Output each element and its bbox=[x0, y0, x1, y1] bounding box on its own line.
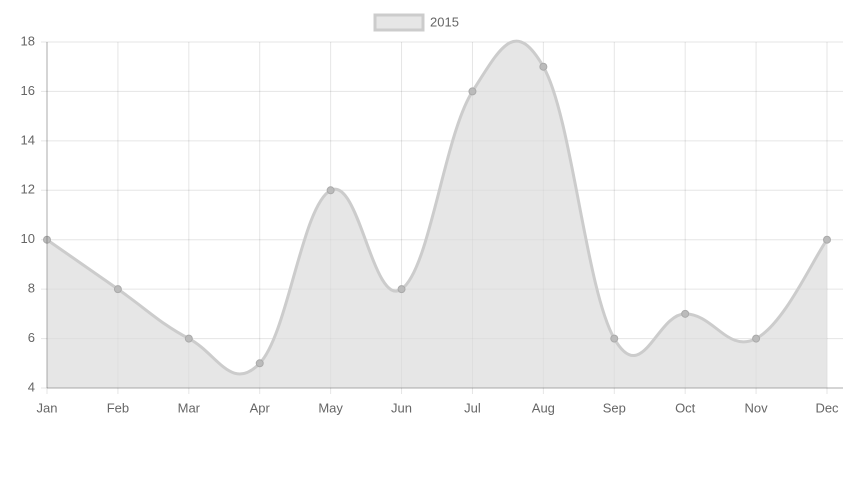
x-tick-label: Mar bbox=[178, 400, 201, 415]
point bbox=[539, 62, 548, 71]
y-tick-label: 8 bbox=[28, 281, 35, 296]
point bbox=[397, 285, 406, 294]
point bbox=[610, 334, 619, 343]
y-tick-label: 10 bbox=[21, 231, 35, 246]
y-tick-label: 18 bbox=[21, 33, 35, 48]
point bbox=[43, 235, 51, 244]
x-tick-label: May bbox=[318, 400, 343, 415]
point bbox=[752, 334, 761, 343]
x-tick-label: Oct bbox=[675, 400, 696, 415]
x-tick-label: Feb bbox=[107, 400, 129, 415]
area bbox=[47, 41, 827, 388]
y-tick-label: 16 bbox=[21, 83, 35, 98]
x-tick-label: Jul bbox=[464, 400, 481, 415]
point bbox=[468, 87, 477, 96]
y-tick-label: 4 bbox=[28, 379, 35, 394]
y-tick-label: 14 bbox=[21, 132, 35, 147]
x-tick-label: Jun bbox=[391, 400, 412, 415]
point bbox=[681, 309, 690, 318]
x-tick-label: Sep bbox=[603, 400, 626, 415]
point bbox=[823, 235, 831, 244]
point bbox=[255, 359, 264, 368]
y-tick-label: 12 bbox=[21, 182, 35, 197]
x-tick-label: Dec bbox=[815, 400, 839, 415]
point bbox=[184, 334, 193, 343]
x-tick-label: Aug bbox=[532, 400, 555, 415]
x-tick-label: Jan bbox=[37, 400, 58, 415]
y-tick-label: 6 bbox=[28, 330, 35, 345]
x-tick-label: Apr bbox=[250, 400, 271, 415]
point bbox=[326, 186, 335, 195]
x-tick-label: Nov bbox=[745, 400, 769, 415]
legend-label: 2015 bbox=[430, 14, 459, 29]
legend-swatch bbox=[373, 13, 425, 32]
point bbox=[113, 285, 122, 294]
